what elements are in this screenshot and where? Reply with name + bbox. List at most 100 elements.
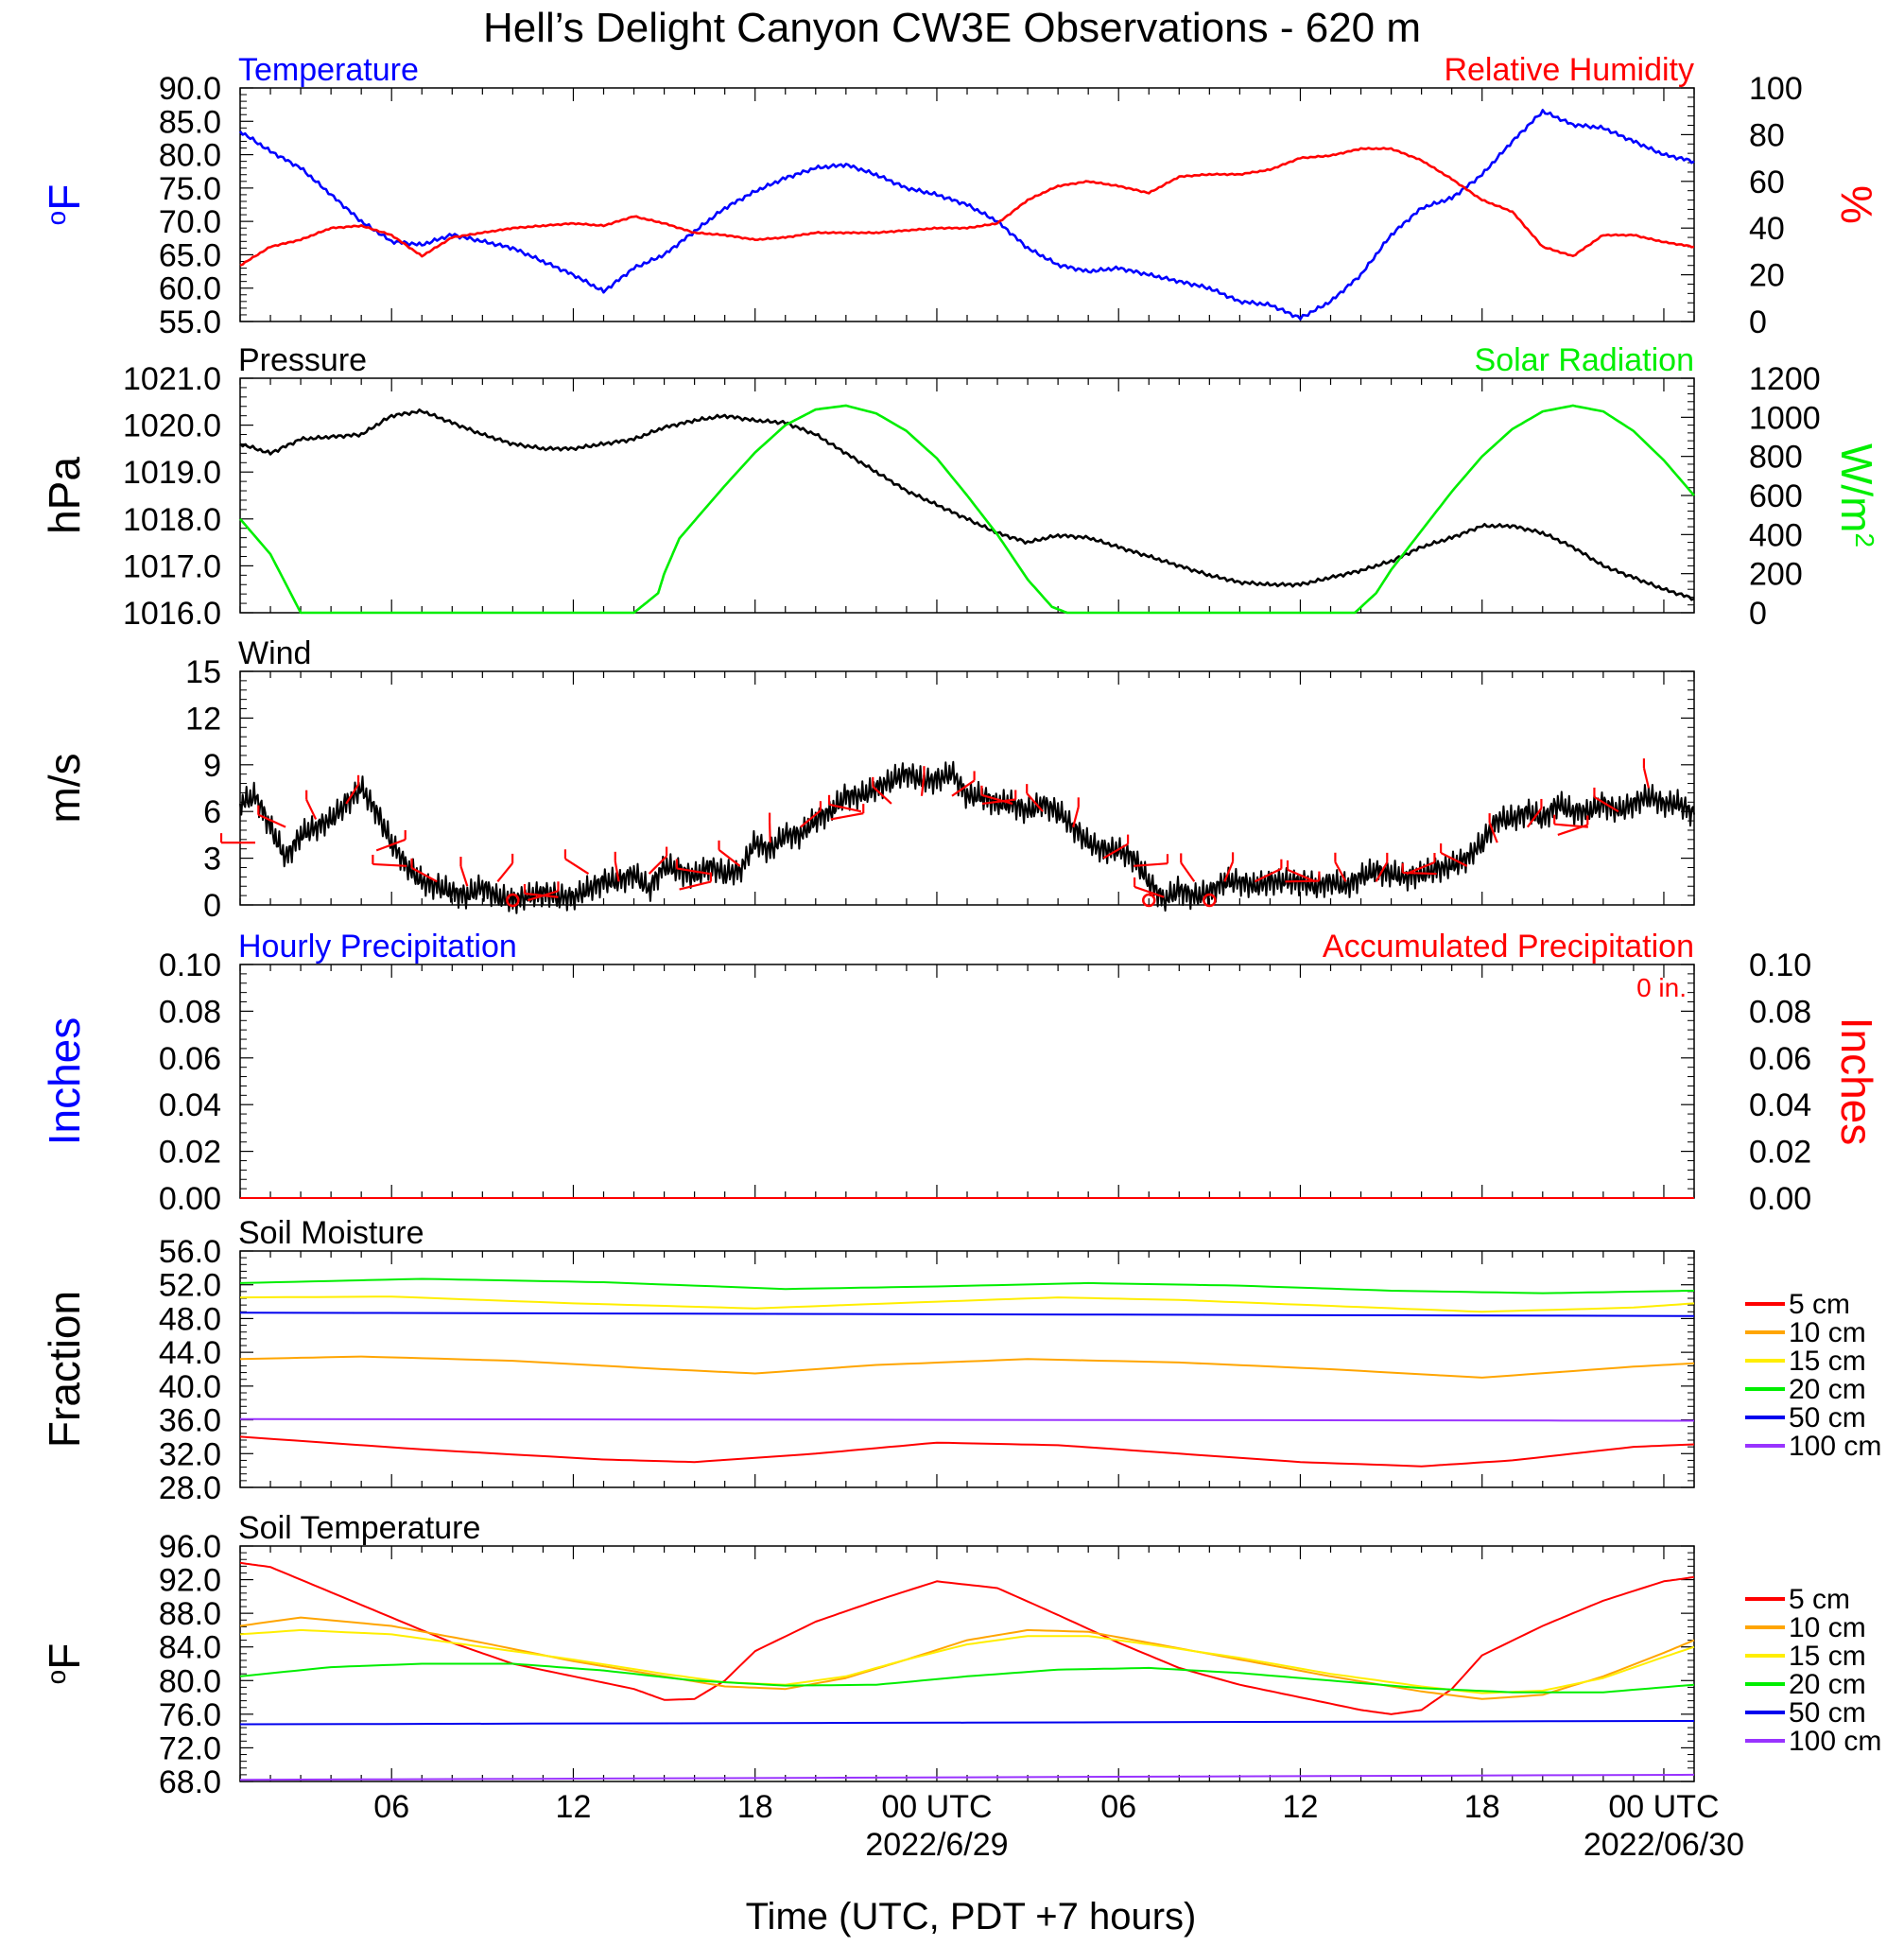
wind-barb <box>345 784 359 805</box>
y-right-tick-label: 600 <box>1749 478 1803 514</box>
legend-label: 50 cm <box>1789 1697 1866 1729</box>
y-right-axis-label: W/m2 <box>1832 443 1881 547</box>
y-tick-label: 52.0 <box>159 1268 221 1304</box>
panel-pressure_solar: 1016.0 1017.0 1018.0 1019.0 1020.0 1021.0 0200… <box>40 342 1881 632</box>
y-tick-label: 0.06 <box>159 1041 221 1077</box>
y-tick-label: 6 <box>203 794 221 830</box>
y-axis-label: hPa <box>40 457 89 534</box>
y-right-tick-label: 1000 <box>1749 400 1821 436</box>
y-right-axis-label: % <box>1832 185 1881 224</box>
y-tick-label: 92.0 <box>159 1563 221 1599</box>
wind-barb <box>1375 861 1389 882</box>
y-tick-label: 12 <box>185 701 221 737</box>
x-tick-label: 06 <box>1100 1789 1136 1825</box>
series-line-50-cm <box>239 1720 1695 1726</box>
unit-text: F <box>40 184 89 211</box>
legend-label: 10 cm <box>1789 1317 1866 1348</box>
wind-barb <box>981 793 1013 806</box>
wind-barb <box>1402 871 1437 876</box>
series-line-pressure <box>239 408 1695 601</box>
panel-precip: 0.00 0.02 0.04 0.06 0.08 0.10 0.00 0.02 0.04 0.06… <box>40 929 1881 1217</box>
x-date-label: 2022/6/29 <box>865 1827 1008 1863</box>
x-tick-label: 12 <box>1283 1789 1319 1825</box>
y-tick-label: 70.0 <box>159 204 221 240</box>
series-line-solar-radiation <box>239 404 1695 615</box>
legend-label: 10 cm <box>1789 1612 1866 1643</box>
y-right-tick-label: 400 <box>1749 517 1803 553</box>
wind-barb <box>981 798 1016 806</box>
calm-wind-marker <box>1142 893 1156 908</box>
y-tick-label: 3 <box>203 842 221 877</box>
y-tick-label: 96.0 <box>159 1529 221 1565</box>
wind-barb <box>676 867 710 876</box>
legend-label: 20 cm <box>1789 1669 1866 1700</box>
panel-title-right: Accumulated Precipitation <box>1323 929 1694 964</box>
y-tick-label: 85.0 <box>159 104 221 140</box>
wind-barb <box>1254 867 1282 883</box>
series-line-20-cm <box>239 1662 1695 1694</box>
series-line-20-cm <box>239 1277 1695 1294</box>
y-tick-label: 0.10 <box>159 947 221 983</box>
y-tick-label: 1021.0 <box>123 361 221 397</box>
wind-barb <box>718 848 741 867</box>
y-tick-label: 1016.0 <box>123 596 221 632</box>
wind-barb <box>1488 822 1498 843</box>
panel-title-left: Pressure <box>238 342 367 378</box>
superscript: 2 <box>1851 532 1880 547</box>
y-axis-label: oF <box>40 184 89 226</box>
legend-label: 15 cm <box>1789 1641 1866 1672</box>
wind-barb <box>1554 823 1588 828</box>
x-axis-label: Time (UTC, PDT +7 hours) <box>746 1896 1197 1937</box>
y-tick-label: 56.0 <box>159 1234 221 1270</box>
wind-barb <box>1334 861 1347 882</box>
x-tick-label: 12 <box>556 1789 592 1825</box>
y-right-tick-label: 0.02 <box>1749 1135 1811 1171</box>
degree-symbol: o <box>42 1670 71 1685</box>
wind-barb <box>1593 795 1619 813</box>
series-line-5-cm <box>239 1561 1695 1715</box>
panel-title-left: Wind <box>238 635 311 671</box>
y-right-tick-label: 20 <box>1749 258 1785 294</box>
y-tick-label: 44.0 <box>159 1335 221 1371</box>
wind-barb <box>614 860 620 882</box>
panel-annotation: 0 in. <box>1636 973 1687 1002</box>
wind-barb <box>257 813 286 828</box>
wind-barb <box>1072 807 1080 827</box>
y-right-tick-label: 0.10 <box>1749 947 1811 983</box>
x-tick-label: 18 <box>737 1789 773 1825</box>
y-tick-label: 0.04 <box>159 1087 221 1123</box>
series-line-wind <box>239 760 1695 914</box>
panel-wind: 0 3 6 9 12 15 Wind m/s <box>40 635 1695 924</box>
wind-barb <box>410 866 438 883</box>
panel-temp_rh: 55.060.065.070.075.080.085.090.0 0 20 40 60 8… <box>40 52 1881 340</box>
wind-barb <box>1642 767 1651 789</box>
series-line-5-cm <box>239 1435 1695 1468</box>
x-tick-label: 00 UTC <box>1608 1789 1719 1825</box>
legend-label: 5 cm <box>1789 1584 1850 1615</box>
y-right-tick-label: 0 <box>1749 304 1767 340</box>
y-right-tick-label: 100 <box>1749 71 1803 107</box>
y-tick-label: 80.0 <box>159 138 221 174</box>
wind-barb <box>951 779 976 797</box>
wind-barb <box>375 838 407 852</box>
panel-title-right: Relative Humidity <box>1444 52 1694 88</box>
wind-barb <box>1026 792 1044 812</box>
wind-barb <box>920 775 926 796</box>
wind-barb <box>1406 860 1435 876</box>
legend-label: 20 cm <box>1789 1374 1866 1405</box>
panel-title-left: Soil Temperature <box>238 1510 480 1546</box>
y-right-tick-label: 200 <box>1749 557 1803 593</box>
y-right-tick-label: 0.00 <box>1749 1181 1811 1217</box>
y-right-tick-label: 0.04 <box>1749 1087 1811 1123</box>
y-tick-label: 28.0 <box>159 1470 221 1506</box>
y-axis-label: m/s <box>40 753 89 823</box>
wind-barb <box>1223 860 1235 882</box>
x-tick-label: 06 <box>373 1789 409 1825</box>
wind-barb <box>830 812 864 821</box>
panel-title-left: Temperature <box>238 52 419 88</box>
x-tick-label: 00 UTC <box>881 1789 992 1825</box>
y-tick-label: 88.0 <box>159 1596 221 1632</box>
series-line-100-cm <box>239 1417 1695 1422</box>
y-tick-label: 1017.0 <box>123 548 221 584</box>
